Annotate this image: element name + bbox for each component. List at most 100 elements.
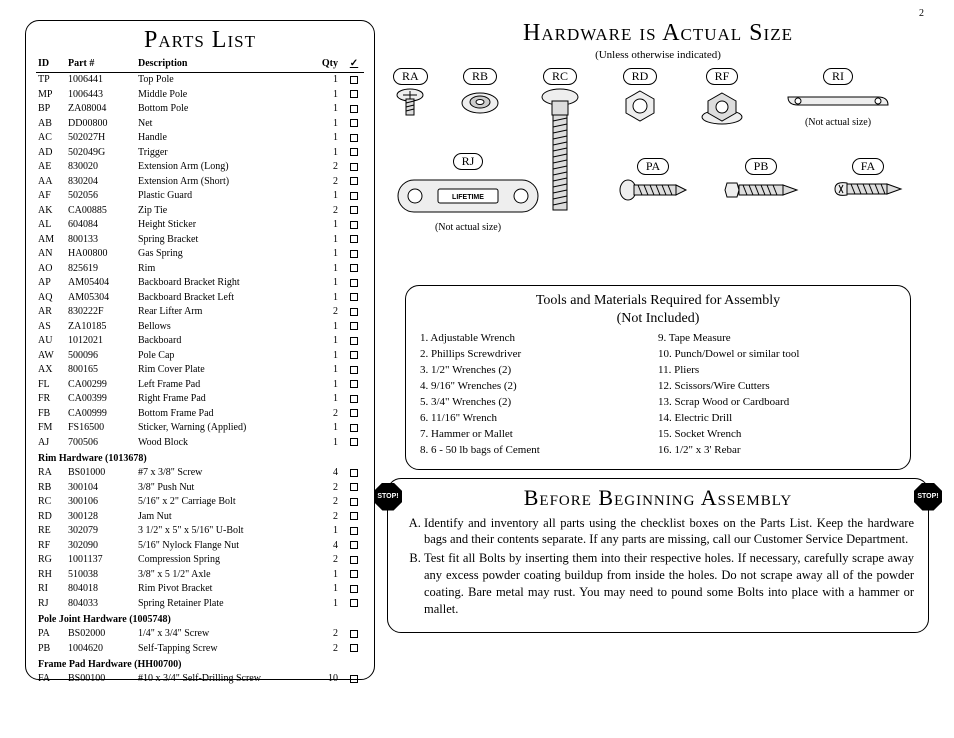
stop-icon: STOP! — [914, 483, 942, 511]
tools-col2: 9. Tape Measure10. Punch/Dowel or simila… — [658, 331, 896, 459]
hw-label-pb: PB — [745, 158, 778, 175]
list-item: 10. Punch/Dowel or similar tool — [658, 347, 896, 363]
table-row: APAM05404Backboard Bracket Right1 — [36, 276, 364, 291]
table-row: RH5100383/8" x 5 1/2" Axle1 — [36, 567, 364, 582]
list-item: 7. Hammer or Mallet — [420, 427, 658, 443]
checkbox-icon — [350, 148, 358, 156]
table-row: AQAM05304Backboard Bracket Left1 — [36, 290, 364, 305]
table-row: AE830020Extension Arm (Long)2 — [36, 160, 364, 175]
section-header: Frame Pad Hardware (HH00700) — [36, 656, 364, 672]
table-row: RF3020905/16" Nylock Flange Nut4 — [36, 538, 364, 553]
list-item: 15. Socket Wrench — [658, 427, 896, 443]
checkbox-icon — [350, 351, 358, 359]
table-row: AR830222FRear Lifter Arm2 — [36, 305, 364, 320]
hw-label-rc: RC — [543, 68, 577, 85]
list-item: 16. 1/2" x 3' Rebar — [658, 443, 896, 459]
checkbox-icon — [350, 438, 358, 446]
table-row: PABS020001/4" x 3/4" Screw2 — [36, 627, 364, 642]
table-row: MP1006443Middle Pole1 — [36, 87, 364, 102]
list-item: 2. Phillips Screwdriver — [420, 347, 658, 363]
table-row: TP1006441Top Pole1 — [36, 72, 364, 87]
checkbox-icon — [350, 512, 358, 520]
table-row: ASZA10185Bellows1 — [36, 319, 364, 334]
checkbox-icon — [350, 541, 358, 549]
screw-icon — [393, 87, 427, 119]
flange-nut-icon — [698, 87, 746, 127]
hardware-panel: Hardware is Actual Size (Unless otherwis… — [387, 20, 929, 277]
checkbox-icon — [350, 675, 358, 683]
hw-label-rf: RF — [706, 68, 739, 85]
hw-label-rj: RJ — [453, 153, 484, 170]
table-row: AJ700506Wood Block1 — [36, 435, 364, 450]
table-row: AX800165Rim Cover Plate1 — [36, 363, 364, 378]
list-item: 3. 1/2" Wrenches (2) — [420, 363, 658, 379]
checkbox-icon — [350, 424, 358, 432]
not-actual-note-2: (Not actual size) — [393, 222, 543, 233]
table-row: BPZA08004Bottom Pole1 — [36, 102, 364, 117]
assembly-title: Before Beginning Assembly — [402, 485, 914, 511]
tools-panel: Tools and Materials Required for Assembl… — [405, 285, 911, 470]
checkbox-icon — [350, 599, 358, 607]
assembly-list: Identify and inventory all parts using t… — [402, 515, 914, 618]
screw-pb-icon — [723, 177, 799, 203]
table-row: ANHA00800Gas Spring1 — [36, 247, 364, 262]
retainer-plate-icon: LIFETIME — [393, 172, 543, 220]
list-item: Identify and inventory all parts using t… — [424, 515, 914, 549]
hardware-subtitle: (Unless otherwise indicated) — [393, 49, 923, 61]
col-desc: Description — [136, 56, 316, 72]
list-item: 11. Pliers — [658, 363, 896, 379]
checkbox-icon — [350, 308, 358, 316]
list-item: 4. 9/16" Wrenches (2) — [420, 379, 658, 395]
stop-icon: STOP! — [374, 483, 402, 511]
table-row: AF502056Plastic Guard1 — [36, 189, 364, 204]
table-row: FMFS16500Sticker, Warning (Applied)1 — [36, 421, 364, 436]
checkbox-icon — [350, 483, 358, 491]
list-item: 9. Tape Measure — [658, 331, 896, 347]
table-row: RD300128Jam Nut2 — [36, 509, 364, 524]
hw-label-fa: FA — [852, 158, 884, 175]
parts-list-title: Parts List — [36, 27, 364, 54]
table-row: AKCA00885Zip Tie2 — [36, 203, 364, 218]
jam-nut-icon — [618, 87, 662, 123]
list-item: 12. Scissors/Wire Cutters — [658, 379, 896, 395]
section-header: Rim Hardware (1013678) — [36, 450, 364, 466]
hardware-title: Hardware is Actual Size — [393, 20, 923, 47]
checkbox-icon — [350, 337, 358, 345]
checkbox-icon — [350, 250, 358, 258]
table-row: AD502049GTrigger1 — [36, 145, 364, 160]
page-number: 2 — [919, 8, 924, 19]
table-row: AC502027HHandle1 — [36, 131, 364, 146]
carriage-bolt-icon — [538, 87, 582, 217]
checkbox-icon — [350, 366, 358, 374]
checkbox-icon — [350, 119, 358, 127]
table-row: RB3001043/8" Push Nut2 — [36, 480, 364, 495]
list-item: 8. 6 - 50 lb bags of Cement — [420, 443, 658, 459]
hw-label-pa: PA — [637, 158, 669, 175]
checkbox-icon — [350, 570, 358, 578]
screw-fa-icon — [833, 177, 903, 201]
table-row: RC3001065/16" x 2" Carriage Bolt2 — [36, 495, 364, 510]
bracket-icon — [783, 87, 893, 115]
checkbox-icon — [350, 644, 358, 652]
checkbox-icon — [350, 322, 358, 330]
table-row: RJ804033Spring Retainer Plate1 — [36, 596, 364, 611]
table-row: RABS01000#7 x 3/8" Screw4 — [36, 466, 364, 481]
list-item: 13. Scrap Wood or Cardboard — [658, 395, 896, 411]
list-item: 14. Electric Drill — [658, 411, 896, 427]
checkbox-icon — [350, 264, 358, 272]
screw-pa-icon — [618, 177, 688, 203]
checkbox-icon — [350, 469, 358, 477]
checkbox-icon — [350, 221, 358, 229]
checkbox-icon — [350, 630, 358, 638]
list-item: 1. Adjustable Wrench — [420, 331, 658, 347]
checkbox-icon — [350, 177, 358, 185]
table-row: FBCA00999Bottom Frame Pad2 — [36, 406, 364, 421]
table-row: RG1001137Compression Spring2 — [36, 553, 364, 568]
checkbox-icon — [350, 279, 358, 287]
parts-table: ID Part # Description Qty ✓ TP1006441Top… — [36, 56, 364, 686]
list-item: 6. 11/16" Wrench — [420, 411, 658, 427]
section-header: Pole Joint Hardware (1005748) — [36, 611, 364, 627]
table-row: AM800133Spring Bracket1 — [36, 232, 364, 247]
hw-label-ri: RI — [823, 68, 853, 85]
assembly-panel: STOP! STOP! Before Beginning Assembly Id… — [387, 478, 929, 633]
